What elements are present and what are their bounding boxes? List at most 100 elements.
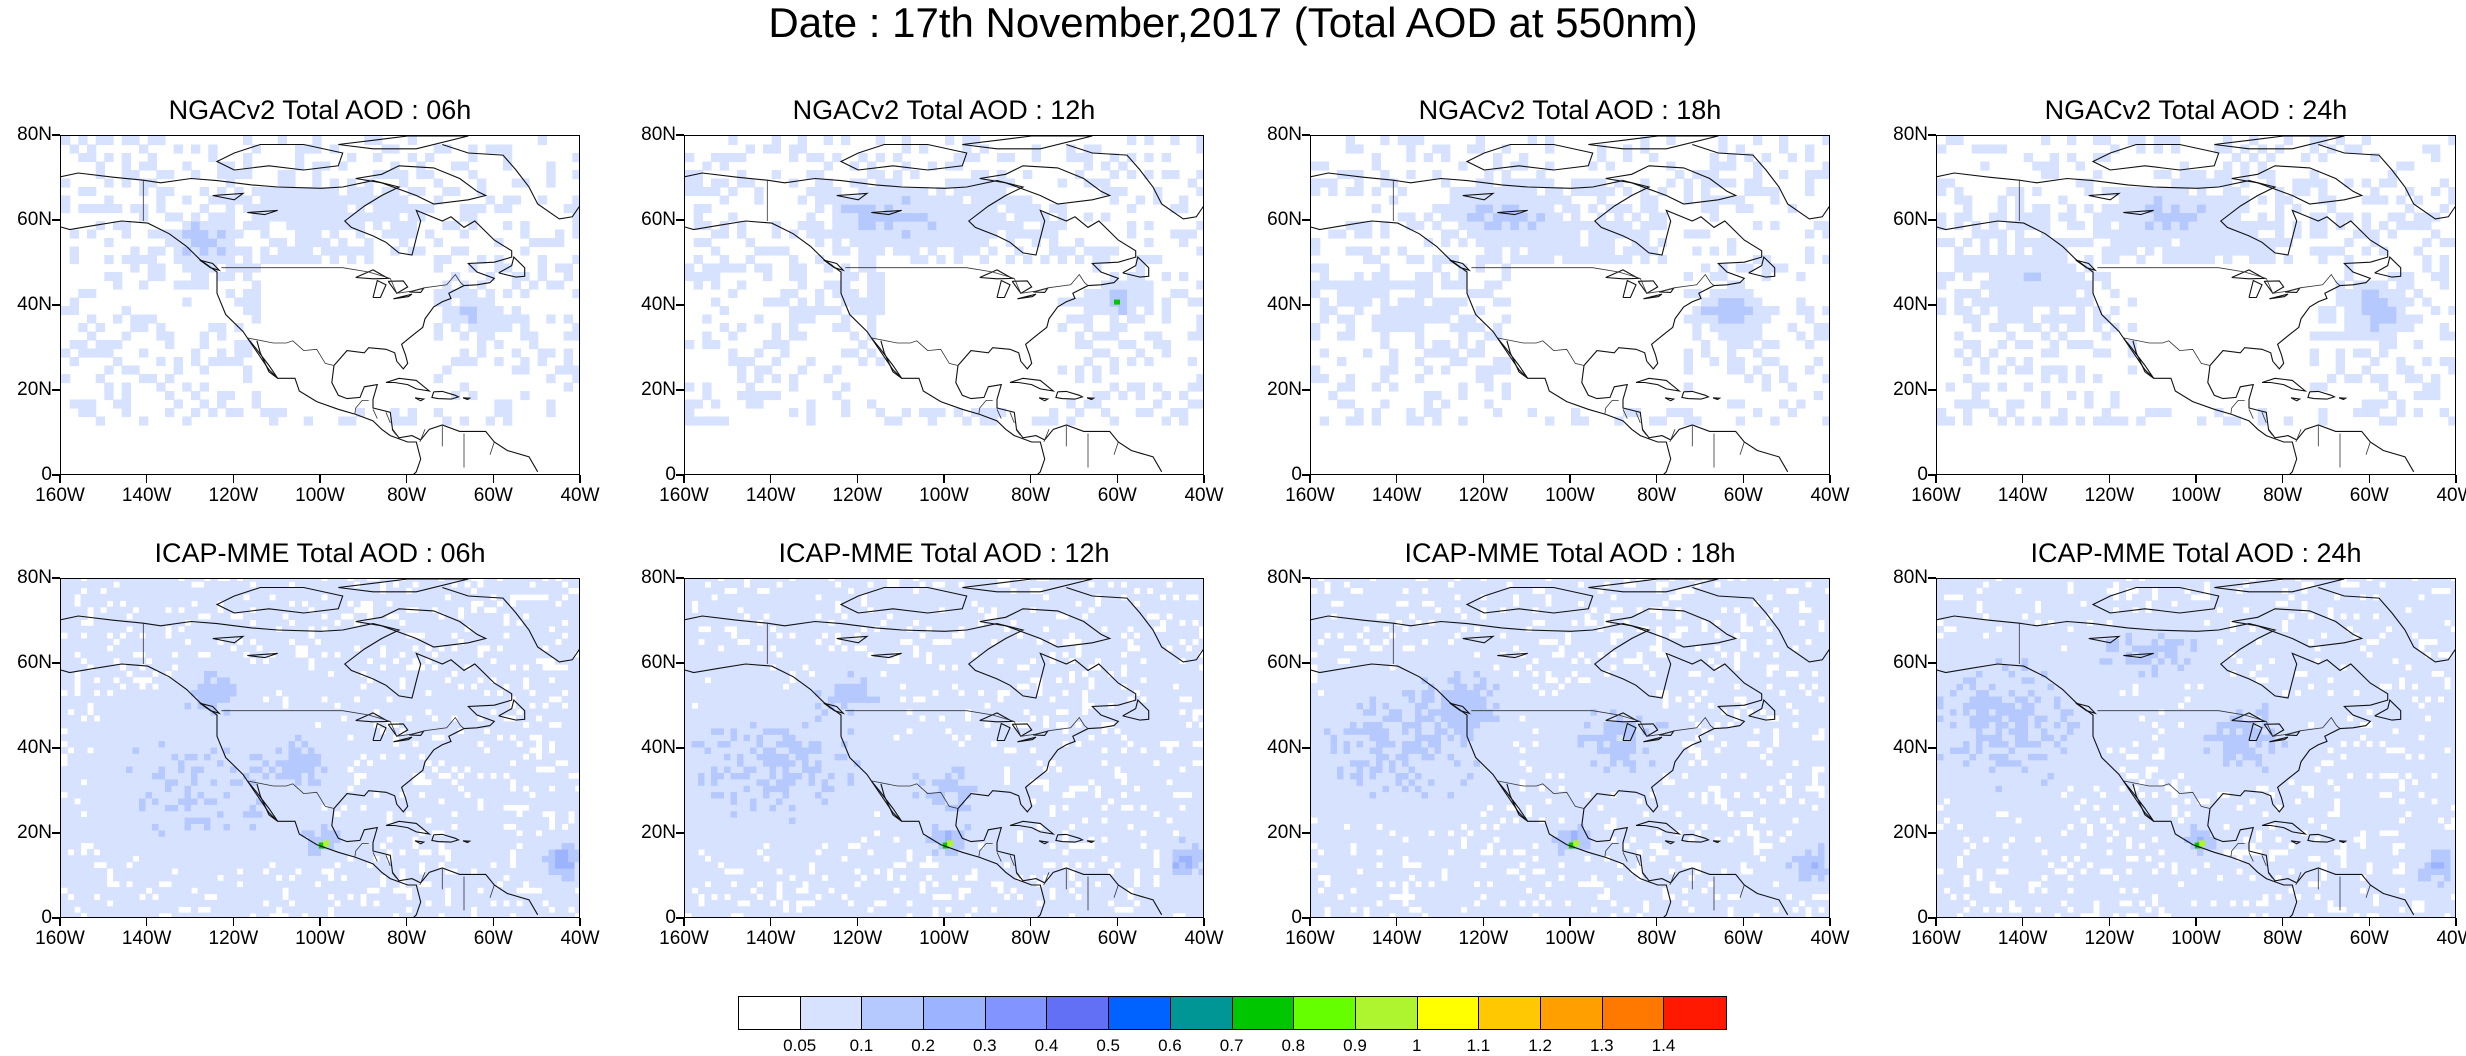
lon-tick-label: 120W bbox=[208, 485, 259, 506]
map-panel: ICAP-MME Total AOD : 24h 0 20N 40N 60N 80N 160… bbox=[1893, 538, 2466, 949]
lat-tick-label: 20N bbox=[17, 379, 52, 400]
lat-tick-label: 0 bbox=[1291, 907, 1302, 928]
lon-tick-mark bbox=[145, 918, 148, 926]
lon-tick-mark bbox=[232, 918, 235, 926]
lat-tick-mark bbox=[1928, 577, 1936, 579]
lon-tick-label: 160W bbox=[1285, 485, 1335, 506]
lon-tick-mark bbox=[1309, 475, 1311, 483]
lat-tick-label: 80N bbox=[1267, 567, 1302, 588]
lon-tick-mark bbox=[1395, 475, 1398, 483]
lon-tick-label: 100W bbox=[1545, 928, 1595, 949]
lon-tick-mark bbox=[1655, 918, 1658, 926]
lon-tick-mark bbox=[1569, 475, 1571, 483]
lon-tick-label: 60W bbox=[1097, 928, 1137, 949]
lon-tick-label: 160W bbox=[1911, 485, 1961, 506]
coastlines bbox=[61, 136, 579, 474]
lon-tick-mark bbox=[2108, 918, 2111, 926]
panel-title: ICAP-MME Total AOD : 06h bbox=[154, 538, 486, 568]
lon-tick-label: 100W bbox=[919, 928, 969, 949]
lon-tick-mark bbox=[2021, 475, 2024, 483]
lon-tick-label: 120W bbox=[208, 928, 259, 949]
lat-tick-mark bbox=[676, 219, 684, 221]
lat-tick-mark bbox=[1928, 662, 1936, 664]
lon-tick-mark bbox=[1203, 918, 1205, 926]
lon-tick-label: 40W bbox=[560, 928, 600, 949]
lat-tick-mark bbox=[1302, 134, 1310, 136]
lon-tick-label: 120W bbox=[832, 485, 883, 506]
colorbar-swatch bbox=[1417, 997, 1480, 1029]
colorbar-swatch bbox=[1540, 997, 1603, 1029]
map-canvas bbox=[685, 136, 1203, 474]
borders bbox=[142, 623, 495, 911]
lon-tick-mark bbox=[59, 918, 61, 926]
lon-tick-label: 80W bbox=[1637, 928, 1677, 949]
lat-tick-label: 20N bbox=[641, 379, 676, 400]
colorbar-swatch bbox=[862, 997, 925, 1029]
aod-shading bbox=[685, 579, 1203, 917]
lat-tick-label: 60N bbox=[1267, 652, 1302, 673]
panel-title: ICAP-MME Total AOD : 18h bbox=[1404, 538, 1736, 568]
lat-tick-mark bbox=[52, 662, 60, 664]
lon-tick-mark bbox=[2021, 918, 2024, 926]
lon-tick-label: 40W bbox=[1184, 928, 1224, 949]
lat-tick-label: 0 bbox=[665, 464, 676, 485]
aod-map bbox=[684, 135, 1204, 475]
map-panel: NGACv2 Total AOD : 24h 0 20N 40N 60N 80N 160W 1… bbox=[1893, 95, 2466, 506]
aod-shading bbox=[61, 579, 579, 917]
lon-tick-mark bbox=[1203, 475, 1205, 483]
lat-tick-mark bbox=[1302, 389, 1310, 391]
lon-tick-label: 160W bbox=[1285, 928, 1335, 949]
lon-tick-label: 40W bbox=[1184, 485, 1224, 506]
lon-tick-label: 160W bbox=[1911, 928, 1961, 949]
lat-tick-label: 40N bbox=[17, 294, 52, 315]
lon-tick-label: 60W bbox=[1723, 928, 1763, 949]
colorbar-swatch bbox=[1664, 997, 1726, 1029]
lon-tick-label: 100W bbox=[295, 928, 345, 949]
panel-title: NGACv2 Total AOD : 24h bbox=[2044, 95, 2348, 125]
lat-tick-mark bbox=[1928, 917, 1936, 919]
lat-tick-mark bbox=[1928, 832, 1936, 834]
panel-title: NGACv2 Total AOD : 06h bbox=[168, 95, 472, 125]
lat-tick-mark bbox=[1302, 577, 1310, 579]
aod-shading bbox=[685, 136, 1203, 426]
aod-map bbox=[1310, 135, 1830, 475]
lon-tick-mark bbox=[1655, 475, 1658, 483]
lat-tick-mark bbox=[52, 134, 60, 136]
map-panel: NGACv2 Total AOD : 18h 0 20N 40N 60N 80N 160W 1… bbox=[1267, 95, 1849, 506]
map-canvas bbox=[1937, 579, 2455, 917]
lat-tick-label: 20N bbox=[17, 822, 52, 843]
lon-tick-label: 40W bbox=[560, 485, 600, 506]
lat-tick-label: 80N bbox=[1893, 124, 1928, 145]
borders bbox=[766, 623, 1119, 911]
colorbar-swatch bbox=[1109, 997, 1171, 1029]
lon-tick-mark bbox=[1935, 918, 1937, 926]
colorbar-swatch bbox=[1170, 997, 1233, 1029]
lon-tick-label: 120W bbox=[2084, 928, 2135, 949]
panel-title: NGACv2 Total AOD : 12h bbox=[792, 95, 1096, 125]
lon-tick-label: 140W bbox=[745, 485, 796, 506]
lat-tick-mark bbox=[676, 832, 684, 834]
coastlines bbox=[1311, 136, 1829, 474]
lon-tick-label: 60W bbox=[1723, 485, 1763, 506]
lon-tick-mark bbox=[2195, 918, 2197, 926]
lon-tick-mark bbox=[2281, 475, 2284, 483]
lon-tick-mark bbox=[856, 475, 859, 483]
lat-tick-label: 40N bbox=[641, 737, 676, 758]
lon-tick-mark bbox=[59, 475, 61, 483]
lon-tick-label: 100W bbox=[295, 485, 345, 506]
lon-tick-mark bbox=[2455, 918, 2457, 926]
lat-tick-label: 60N bbox=[641, 652, 676, 673]
figure-title: Date : 17th November,2017 (Total AOD at … bbox=[768, 0, 1698, 46]
lat-tick-mark bbox=[1302, 917, 1310, 919]
colorbar-swatch bbox=[739, 997, 801, 1029]
lat-tick-mark bbox=[676, 389, 684, 391]
aod-shading bbox=[1311, 579, 1829, 917]
lon-tick-label: 80W bbox=[387, 928, 427, 949]
lat-tick-label: 20N bbox=[1267, 822, 1302, 843]
lat-tick-label: 60N bbox=[1893, 209, 1928, 230]
lon-tick-mark bbox=[1935, 475, 1937, 483]
lat-tick-label: 40N bbox=[1267, 294, 1302, 315]
map-panel: ICAP-MME Total AOD : 18h 0 20N 40N 60N 80N 160… bbox=[1267, 538, 1849, 949]
lon-tick-label: 160W bbox=[659, 928, 709, 949]
lat-tick-mark bbox=[52, 747, 60, 749]
